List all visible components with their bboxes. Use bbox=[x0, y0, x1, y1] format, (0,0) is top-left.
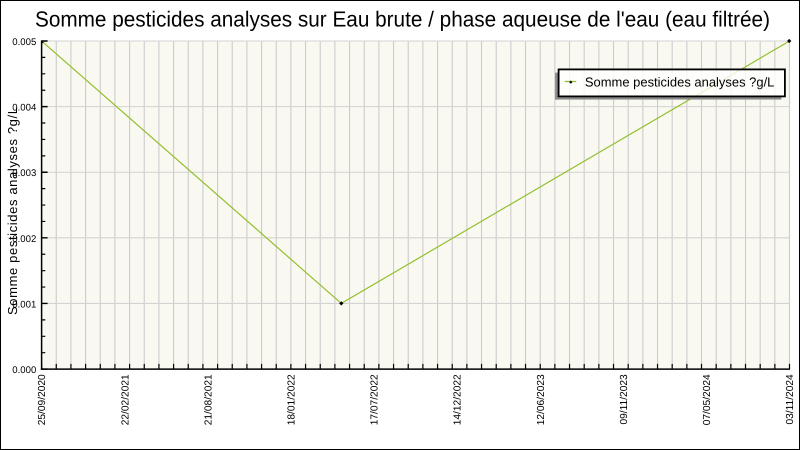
svg-text:07/05/2024: 07/05/2024 bbox=[702, 374, 713, 425]
svg-text:0.004: 0.004 bbox=[12, 103, 37, 114]
svg-text:17/07/2022: 17/07/2022 bbox=[370, 374, 381, 425]
svg-text:09/11/2023: 09/11/2023 bbox=[619, 374, 630, 425]
svg-text:03/11/2024: 03/11/2024 bbox=[785, 374, 796, 425]
svg-text:25/09/2020: 25/09/2020 bbox=[37, 374, 48, 425]
svg-text:Somme pesticides analyses sur: Somme pesticides analyses sur Eau brute … bbox=[35, 6, 770, 31]
svg-text:Somme pesticides analyses ?g/L: Somme pesticides analyses ?g/L bbox=[5, 107, 20, 315]
svg-text:0.005: 0.005 bbox=[12, 37, 36, 48]
svg-text:12/06/2023: 12/06/2023 bbox=[536, 374, 547, 425]
svg-text:0.003: 0.003 bbox=[12, 168, 36, 179]
svg-text:14/12/2022: 14/12/2022 bbox=[453, 374, 464, 425]
svg-text:0.002: 0.002 bbox=[12, 234, 36, 245]
svg-text:21/08/2021: 21/08/2021 bbox=[203, 374, 214, 425]
svg-text:Somme pesticides analyses ?g/L: Somme pesticides analyses ?g/L bbox=[585, 75, 775, 90]
svg-text:0.001: 0.001 bbox=[12, 299, 36, 310]
svg-text:22/02/2021: 22/02/2021 bbox=[120, 374, 131, 425]
svg-text:0.000: 0.000 bbox=[12, 365, 36, 376]
svg-text:18/01/2022: 18/01/2022 bbox=[287, 374, 298, 425]
